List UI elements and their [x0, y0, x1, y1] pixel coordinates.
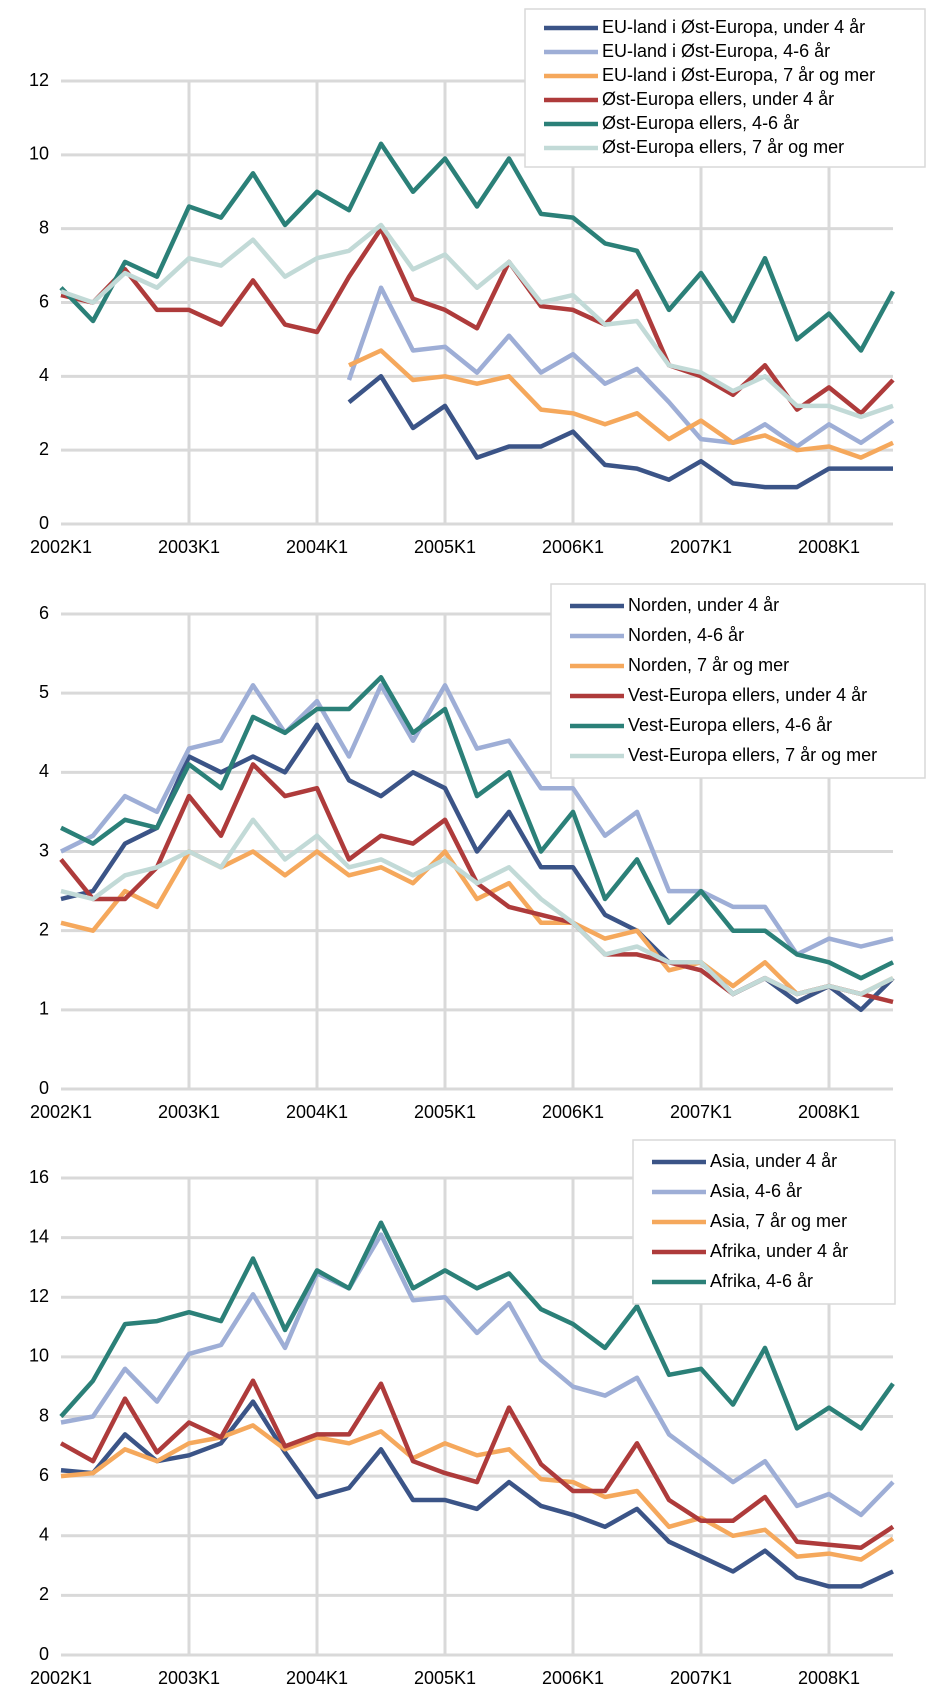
series-line [348, 348, 894, 460]
x-tick-label: 2005K1 [414, 1668, 476, 1688]
x-tick-label: 2004K1 [286, 1668, 348, 1688]
y-tick-label: 2 [39, 1584, 49, 1604]
x-tick-label: 2005K1 [414, 537, 476, 557]
series-line [60, 683, 894, 957]
series-line [347, 374, 893, 490]
y-tick-label: 14 [29, 1226, 49, 1246]
x-tick-label: 2003K1 [158, 537, 220, 557]
legend-label: Vest-Europa ellers, 7 år og mer [628, 745, 877, 765]
legend-label: EU-land i Øst-Europa, under 4 år [602, 17, 865, 37]
legend-label: Afrika, 4-6 år [710, 1271, 813, 1291]
legend-label: EU-land i Øst-Europa, 4-6 år [602, 41, 830, 61]
x-tick-label: 2005K1 [414, 1102, 476, 1122]
y-tick-label: 1 [39, 999, 49, 1019]
legend-label: Øst-Europa ellers, 4-6 år [602, 113, 799, 133]
x-tick-label: 2008K1 [798, 1668, 860, 1688]
legend-label: Øst-Europa ellers, under 4 år [602, 89, 834, 109]
series-line [59, 141, 895, 353]
x-tick-label: 2007K1 [670, 1668, 732, 1688]
series-line [60, 1232, 895, 1518]
y-tick-label: 5 [39, 682, 49, 702]
y-tick-label: 0 [39, 1078, 49, 1098]
x-tick-label: 2002K1 [30, 537, 92, 557]
x-tick-label: 2004K1 [286, 1102, 348, 1122]
series-line [60, 849, 894, 997]
y-tick-label: 6 [39, 1465, 49, 1485]
y-tick-label: 6 [39, 291, 49, 311]
legend-label: Afrika, under 4 år [710, 1241, 848, 1261]
x-tick-label: 2006K1 [542, 1102, 604, 1122]
legend-box [550, 583, 926, 779]
x-tick-label: 2003K1 [158, 1102, 220, 1122]
y-tick-label: 4 [39, 365, 49, 385]
series-line [60, 222, 894, 420]
legend-label: Vest-Europa ellers, 4-6 år [628, 715, 832, 735]
legend-label: Vest-Europa ellers, under 4 år [628, 685, 867, 705]
x-tick-label: 2007K1 [670, 537, 732, 557]
x-tick-label: 2003K1 [158, 1668, 220, 1688]
x-tick-label: 2008K1 [798, 1102, 860, 1122]
series-line [60, 226, 895, 416]
series-line [60, 817, 894, 997]
y-tick-label: 8 [39, 217, 49, 237]
y-tick-label: 12 [29, 1286, 49, 1306]
x-tick-label: 2006K1 [542, 537, 604, 557]
legend-label: Asia, 7 år og mer [710, 1211, 847, 1231]
y-tick-label: 2 [39, 919, 49, 939]
x-tick-label: 2002K1 [30, 1102, 92, 1122]
legend-label: Norden, 4-6 år [628, 625, 744, 645]
y-tick-label: 2 [39, 439, 49, 459]
y-tick-label: 4 [39, 1525, 49, 1545]
series-line [60, 1423, 895, 1562]
legend-box [524, 8, 926, 168]
x-tick-label: 2006K1 [542, 1668, 604, 1688]
y-tick-label: 10 [29, 1346, 49, 1366]
series-line [60, 1399, 894, 1589]
x-tick-label: 2007K1 [670, 1102, 732, 1122]
x-tick-label: 2008K1 [798, 537, 860, 557]
y-tick-label: 0 [39, 1644, 49, 1664]
y-tick-label: 4 [39, 761, 49, 781]
y-tick-label: 3 [39, 840, 49, 860]
legend-label: Asia, under 4 år [710, 1151, 837, 1171]
legend-label: Asia, 4-6 år [710, 1181, 802, 1201]
y-tick-label: 0 [39, 513, 49, 533]
x-tick-label: 2002K1 [30, 1668, 92, 1688]
y-tick-label: 16 [29, 1167, 49, 1187]
y-tick-label: 8 [39, 1405, 49, 1425]
legend-label: Norden, 7 år og mer [628, 655, 789, 675]
series-line [346, 285, 895, 449]
y-tick-label: 10 [29, 144, 49, 164]
legend-label: Norden, under 4 år [628, 595, 779, 615]
series-line [59, 1220, 895, 1431]
series-line [60, 675, 895, 981]
legend-label: EU-land i Øst-Europa, 7 år og mer [602, 65, 875, 85]
y-tick-label: 6 [39, 603, 49, 623]
legend-label: Øst-Europa ellers, 7 år og mer [602, 137, 844, 157]
y-tick-label: 12 [29, 70, 49, 90]
x-tick-label: 2004K1 [286, 537, 348, 557]
series-line [59, 1378, 895, 1550]
